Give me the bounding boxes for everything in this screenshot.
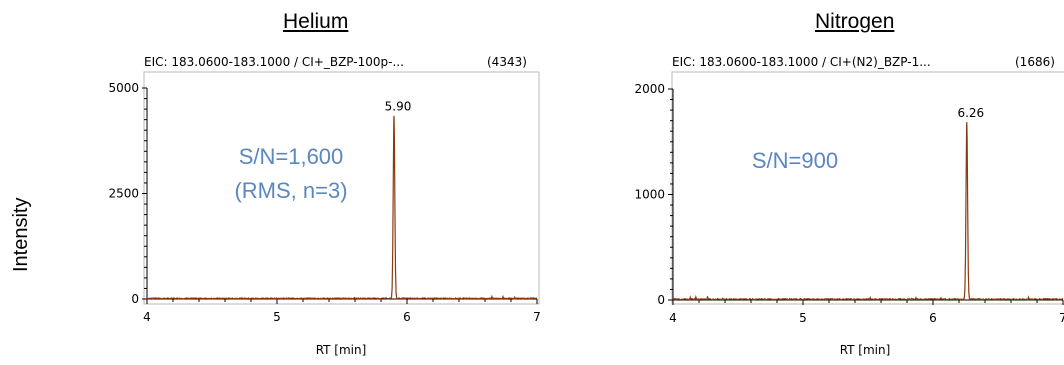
y-tick-label: 0 <box>657 293 665 307</box>
y-tick-label: 2000 <box>634 82 665 96</box>
chromatogram-trace <box>672 122 1064 301</box>
plot-frame <box>143 71 540 305</box>
x-tick-label: 5 <box>273 310 281 324</box>
panel-title-nitrogen: Nitrogen <box>815 10 895 33</box>
x-tick-label: 7 <box>533 310 541 324</box>
chart-caption-max: (4343) <box>487 55 527 69</box>
x-tick-label: 4 <box>143 310 151 324</box>
annotation-rms: (RMS, n=3) <box>234 178 347 203</box>
chart-caption: EIC: 183.0600-183.1000 / CI+(N2)_BZP-1..… <box>672 55 931 69</box>
chart-panel-nitrogen: EIC: 183.0600-183.1000 / CI+(N2)_BZP-1..… <box>634 55 1064 357</box>
x-axis-label: RT [min] <box>316 343 367 357</box>
annotation-sn: S/N=900 <box>752 148 838 173</box>
y-tick-label: 2500 <box>108 187 139 201</box>
peak-label: 5.90 <box>385 100 412 114</box>
y-tick-label: 5000 <box>108 81 139 95</box>
peak-label: 6.26 <box>957 106 984 120</box>
y-tick-label: 1000 <box>634 188 665 202</box>
x-axis-label: RT [min] <box>840 343 891 357</box>
x-tick-label: 6 <box>403 310 411 324</box>
chart-caption-max: (1686) <box>1015 55 1055 69</box>
x-tick-label: 5 <box>799 311 807 325</box>
x-tick-label: 6 <box>929 311 937 325</box>
x-tick-label: 7 <box>1059 311 1064 325</box>
x-tick-label: 4 <box>669 311 677 325</box>
annotation-sn: S/N=1,600 <box>239 144 344 169</box>
plot-frame <box>671 71 1064 305</box>
chart-caption: EIC: 183.0600-183.1000 / CI+_BZP-100p-..… <box>144 55 404 69</box>
y-tick-label: 0 <box>131 292 139 306</box>
chromatogram-trace <box>146 115 538 300</box>
panel-title-helium: Helium <box>283 10 349 33</box>
chart-panel-helium: EIC: 183.0600-183.1000 / CI+_BZP-100p-..… <box>108 55 540 357</box>
